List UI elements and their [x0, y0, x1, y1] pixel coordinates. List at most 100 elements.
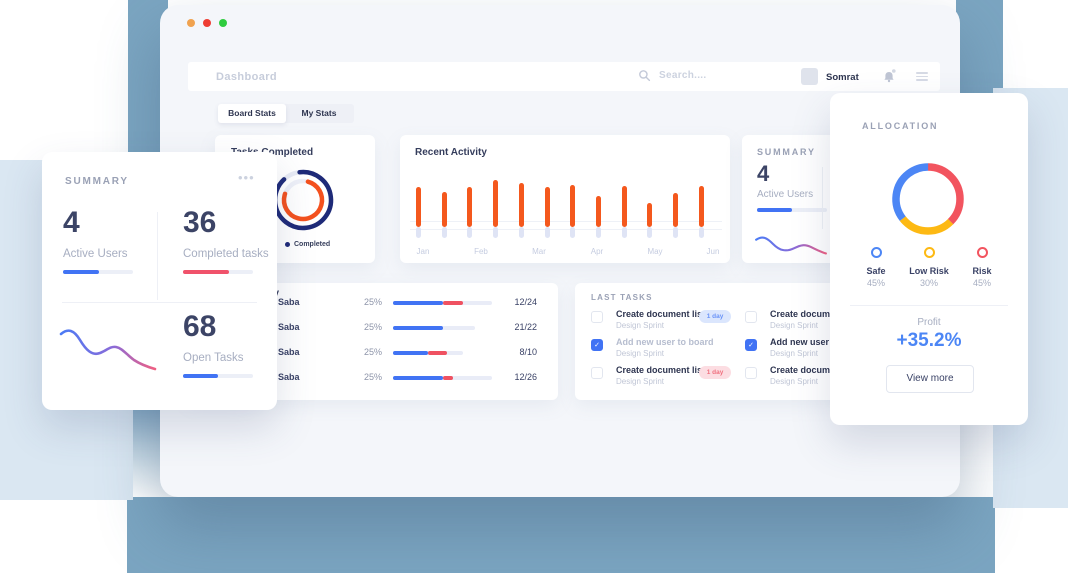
progress-fill: [183, 270, 230, 274]
activity-bar-fill: [698, 186, 704, 227]
activity-bar: [518, 183, 524, 265]
axis-tick-label: Apr: [590, 247, 604, 256]
search-placeholder: Search....: [659, 70, 707, 81]
activity-bar-tail: [621, 227, 627, 238]
legend-label: Low Risk: [909, 266, 949, 276]
more-options-icon[interactable]: •••: [238, 170, 255, 185]
table-row: Saba 25% 12/26: [188, 372, 558, 394]
table-cell-date: 21/22: [514, 322, 537, 332]
summary-title: SUMMARY: [65, 176, 129, 187]
divider: [62, 302, 257, 303]
table-row: Saba 25% 12/24: [188, 297, 558, 319]
mini-summary-value: 4: [757, 161, 770, 186]
activity-bar-tail: [416, 227, 421, 238]
legend-ring-icon: [923, 247, 935, 258]
task-subtitle: Design Sprint: [616, 377, 665, 386]
legend-label: Safe: [866, 266, 886, 276]
top-bar: Dashboard Search.... Somrat: [188, 62, 940, 91]
legend-value: 45%: [866, 278, 885, 288]
task-title: Create document list: [770, 365, 860, 375]
activity-bar-tail: [698, 227, 704, 238]
active-users-progress: [63, 270, 133, 274]
legend-label: Completed: [294, 241, 331, 248]
axis-tick-label: Jan: [416, 247, 430, 256]
task-item: ✓ Add new user to board Design Sprint: [591, 337, 769, 363]
profit-value: +35.2%: [896, 330, 962, 351]
traffic-light-close-icon[interactable]: [203, 19, 211, 27]
mini-summary-progress: [757, 208, 827, 212]
legend-value: 45%: [972, 278, 991, 288]
table-cell-percent: 25%: [364, 347, 383, 357]
table-cell-name: Saba: [278, 322, 300, 332]
completed-tasks-progress: [183, 270, 253, 274]
progress-fill: [63, 270, 100, 274]
activity-bar-fill: [570, 185, 576, 227]
table-cell-date: 12/24: [514, 297, 537, 307]
progress-fill: [757, 208, 792, 212]
task-checkbox[interactable]: [745, 367, 757, 379]
axis-tick-label: Jun: [706, 247, 720, 256]
activity-bar: [441, 185, 447, 265]
task-checkbox[interactable]: ✓: [591, 339, 603, 351]
task-checkbox[interactable]: [591, 367, 603, 379]
allocation-donut-chart: [892, 163, 964, 235]
activity-bar-fill: [544, 187, 550, 227]
avatar[interactable]: [801, 68, 818, 85]
table-cell-percent: 25%: [364, 297, 383, 307]
profit-label: Profit: [917, 317, 941, 328]
task-title: Create document list: [616, 365, 706, 375]
table-cell-date: 8/10: [519, 347, 537, 357]
recent-activity-title: Recent Activity: [415, 147, 487, 158]
activity-bar-fill: [621, 186, 627, 227]
open-tasks-value: 68: [183, 310, 217, 343]
gridline: [410, 221, 722, 222]
page-title: Dashboard: [216, 71, 278, 83]
divider: [850, 305, 1008, 306]
task-item: Create document list Design Sprint: [745, 365, 923, 391]
task-subtitle: Design Sprint: [770, 321, 819, 330]
table-cell-name: Saba: [278, 347, 300, 357]
overflow-menu-icon[interactable]: [916, 70, 928, 83]
activity-bar-tail: [595, 227, 601, 238]
task-item: Create document list Design Sprint: [745, 309, 923, 335]
table-cell-name: Saba: [278, 372, 300, 382]
activity-bar: [544, 185, 550, 265]
stats-tabs: Board Stats My Stats: [218, 104, 354, 123]
last-tasks-title: LAST TASKS: [591, 293, 653, 302]
progress-fill-blue: [393, 326, 443, 330]
activity-bar-tail: [467, 227, 473, 238]
activity-bar: [493, 180, 499, 265]
completed-tasks-value: 36: [183, 206, 217, 239]
allocation-legend-item: Low Risk 30%: [903, 245, 955, 288]
traffic-light-zoom-icon[interactable]: [219, 19, 227, 27]
table-cell-name: Saba: [278, 297, 300, 307]
summary-float-card: SUMMARY ••• 4 Active Users 36 Completed …: [42, 152, 277, 410]
progress-fill-blue: [393, 376, 443, 380]
gridline: [410, 229, 722, 230]
tab-board-stats[interactable]: Board Stats: [218, 104, 286, 123]
activity-bar-fill: [647, 203, 653, 227]
task-title: Add new user to board: [770, 337, 868, 347]
activity-bar: [416, 185, 421, 265]
recent-activity-bar-chart: Jan Feb Mar Apr May Jun: [400, 180, 730, 265]
activity-bar-fill: [673, 193, 678, 227]
table-cell-percent: 25%: [364, 322, 383, 332]
mini-summary-trend-line: [755, 236, 827, 255]
allocation-title: ALLOCATION: [862, 121, 939, 131]
active-users-value: 4: [63, 206, 80, 239]
task-checkbox[interactable]: [591, 311, 603, 323]
task-title: Create document list: [616, 309, 706, 319]
traffic-light-minimize-icon[interactable]: [187, 19, 195, 27]
view-more-button[interactable]: View more: [886, 365, 974, 393]
progress-fill-blue: [393, 351, 428, 355]
progress-fill: [183, 374, 218, 378]
legend-ring-icon: [870, 247, 882, 258]
search-input[interactable]: Search....: [638, 69, 706, 82]
notification-bell-icon[interactable]: [882, 68, 898, 89]
mini-summary-title: SUMMARY: [757, 147, 816, 157]
task-item: ✓ Add new user to board Design Sprint: [745, 337, 923, 363]
tab-my-stats[interactable]: My Stats: [301, 108, 337, 118]
task-checkbox[interactable]: [745, 311, 757, 323]
task-checkbox[interactable]: ✓: [745, 339, 757, 351]
summary-trend-line: [59, 329, 157, 371]
